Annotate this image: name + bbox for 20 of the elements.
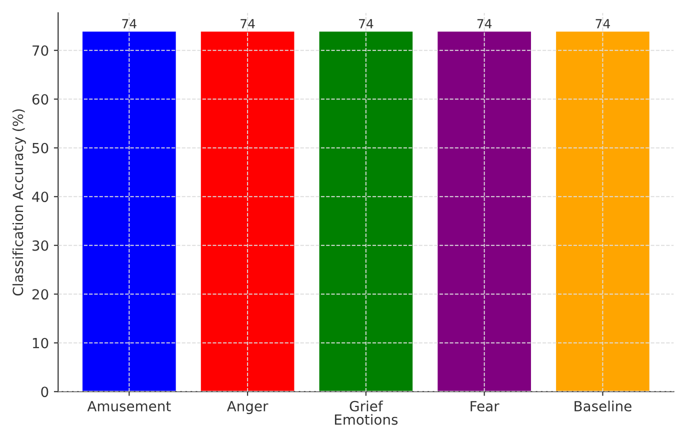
y-tick-label: 40 <box>32 192 48 202</box>
y-tick-label: 50 <box>32 142 48 154</box>
x-tick-label: Grief <box>350 400 384 412</box>
x-axis-title: Emotions <box>334 414 398 425</box>
y-tick-label: 30 <box>32 240 48 251</box>
x-tick-label: Amusement <box>87 401 171 412</box>
y-tick-label: 70 <box>32 45 48 56</box>
y-tick-label: 20 <box>32 289 48 300</box>
data-label: 74 <box>240 19 255 28</box>
data-label: 74 <box>596 19 610 28</box>
data-label: 74 <box>477 19 492 28</box>
y-tick-label: 60 <box>32 94 48 105</box>
data-label: 74 <box>122 19 136 28</box>
data-label: 74 <box>359 19 374 28</box>
y-tick-label: 0 <box>41 386 48 398</box>
x-tick-label: Baseline <box>574 400 632 412</box>
x-tick-label: Anger <box>226 401 268 414</box>
x-tick-label: Fear <box>470 401 500 412</box>
y-tick-label: 10 <box>32 338 48 348</box>
y-axis-title: Classification Accuracy (%) <box>12 109 26 296</box>
